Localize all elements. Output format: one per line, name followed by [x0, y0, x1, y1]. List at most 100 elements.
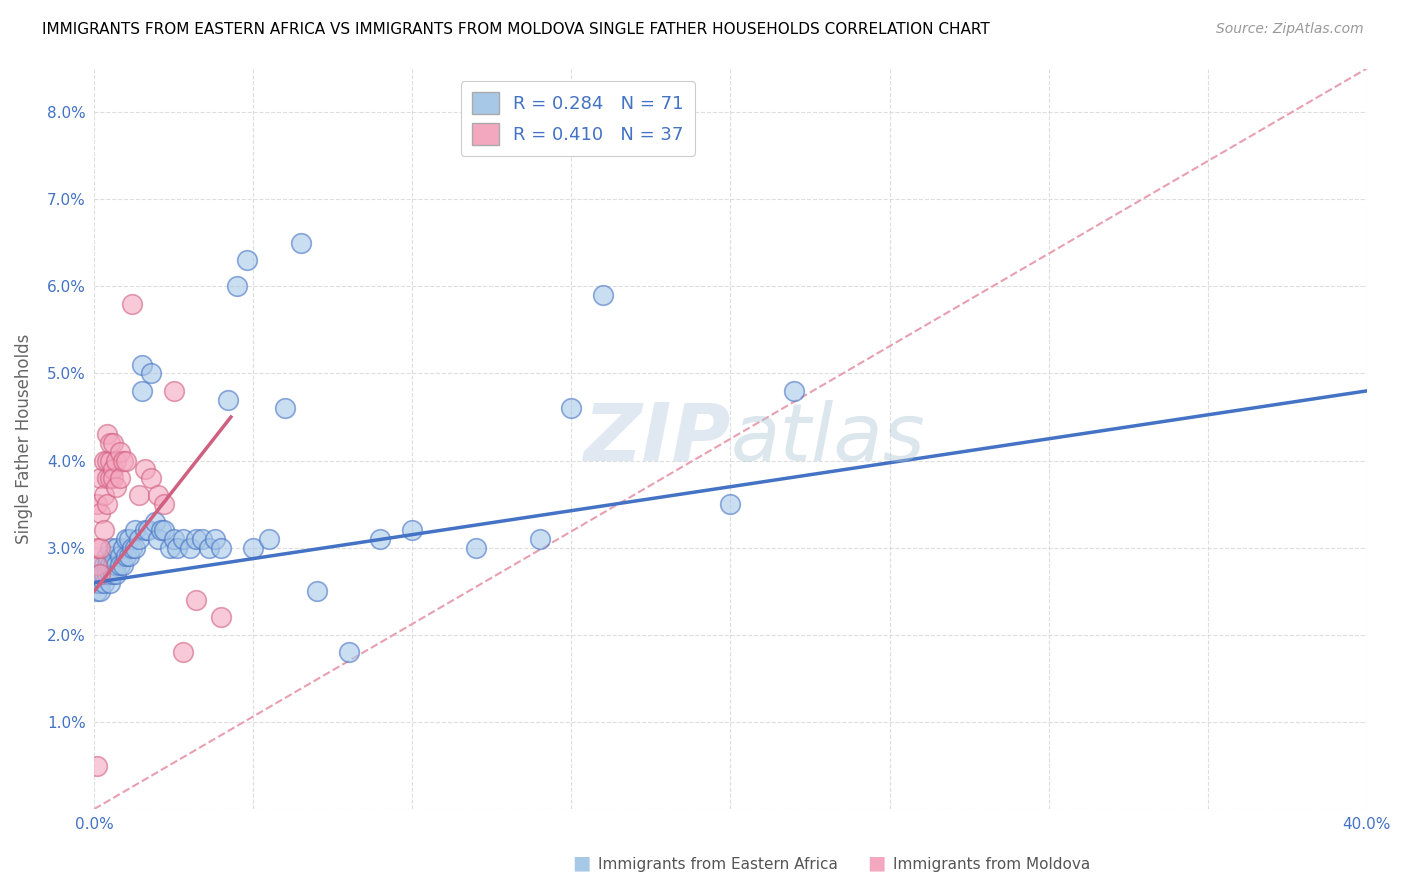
Point: [115, 532, 138, 546]
Point: [401, 523, 423, 537]
Point: [274, 401, 297, 416]
Point: [305, 584, 328, 599]
Point: [86, 566, 108, 581]
Point: [146, 488, 169, 502]
Point: [149, 523, 172, 537]
Point: [98, 558, 121, 573]
Point: [163, 532, 186, 546]
Point: [136, 523, 159, 537]
Point: [108, 558, 131, 573]
Point: [121, 541, 143, 555]
Text: ZIP: ZIP: [583, 400, 731, 478]
Point: [153, 523, 176, 537]
Point: [98, 541, 121, 555]
Point: [118, 549, 141, 564]
Point: [141, 471, 163, 485]
Point: [111, 453, 134, 467]
Point: [111, 541, 134, 555]
Point: [124, 541, 146, 555]
Point: [93, 566, 115, 581]
Point: [197, 541, 219, 555]
Point: [464, 541, 486, 555]
Point: [141, 367, 163, 381]
Point: [96, 549, 118, 564]
Point: [89, 584, 111, 599]
Point: [103, 566, 125, 581]
Point: [86, 758, 108, 772]
Point: [86, 541, 108, 555]
Point: [93, 558, 115, 573]
Y-axis label: Single Father Households: Single Father Households: [15, 334, 32, 544]
Text: Immigrants from Moldova: Immigrants from Moldova: [893, 857, 1090, 872]
Point: [96, 453, 118, 467]
Point: [98, 575, 121, 590]
Point: [124, 523, 146, 537]
Text: ■: ■: [868, 854, 886, 872]
Point: [103, 549, 125, 564]
Point: [146, 532, 169, 546]
Point: [93, 523, 115, 537]
Point: [783, 384, 806, 398]
Point: [93, 575, 115, 590]
Point: [172, 532, 194, 546]
Point: [93, 453, 115, 467]
Point: [93, 488, 115, 502]
Text: atlas: atlas: [731, 400, 925, 478]
Point: [96, 497, 118, 511]
Point: [86, 497, 108, 511]
Point: [89, 471, 111, 485]
Point: [115, 549, 138, 564]
Point: [184, 532, 207, 546]
Point: [86, 584, 108, 599]
Point: [98, 436, 121, 450]
Point: [560, 401, 582, 416]
Point: [191, 532, 214, 546]
Point: [96, 471, 118, 485]
Point: [236, 253, 259, 268]
Point: [89, 575, 111, 590]
Text: IMMIGRANTS FROM EASTERN AFRICA VS IMMIGRANTS FROM MOLDOVA SINGLE FATHER HOUSEHOL: IMMIGRANTS FROM EASTERN AFRICA VS IMMIGR…: [42, 22, 990, 37]
Point: [209, 541, 232, 555]
Point: [96, 558, 118, 573]
Point: [128, 532, 150, 546]
Point: [257, 532, 280, 546]
Point: [592, 288, 614, 302]
Point: [184, 593, 207, 607]
Point: [242, 541, 264, 555]
Point: [89, 558, 111, 573]
Point: [179, 541, 201, 555]
Point: [105, 541, 128, 555]
Point: [98, 566, 121, 581]
Point: [96, 566, 118, 581]
Point: [105, 453, 128, 467]
Point: [103, 471, 125, 485]
Point: [108, 471, 131, 485]
Point: [115, 453, 138, 467]
Point: [143, 515, 166, 529]
Point: [105, 566, 128, 581]
Point: [86, 575, 108, 590]
Point: [204, 532, 226, 546]
Point: [217, 392, 239, 407]
Point: [226, 279, 249, 293]
Point: [153, 497, 176, 511]
Text: Source: ZipAtlas.com: Source: ZipAtlas.com: [1216, 22, 1364, 37]
Point: [105, 558, 128, 573]
Point: [105, 480, 128, 494]
Point: [134, 523, 156, 537]
Point: [103, 462, 125, 476]
Legend: R = 0.284   N = 71, R = 0.410   N = 37: R = 0.284 N = 71, R = 0.410 N = 37: [461, 81, 695, 156]
Point: [529, 532, 551, 546]
Point: [337, 645, 360, 659]
Point: [121, 297, 143, 311]
Point: [108, 549, 131, 564]
Point: [89, 566, 111, 581]
Point: [131, 384, 153, 398]
Point: [370, 532, 392, 546]
Point: [163, 384, 186, 398]
Point: [98, 453, 121, 467]
Point: [103, 436, 125, 450]
Point: [89, 541, 111, 555]
Point: [290, 235, 312, 250]
Point: [131, 358, 153, 372]
